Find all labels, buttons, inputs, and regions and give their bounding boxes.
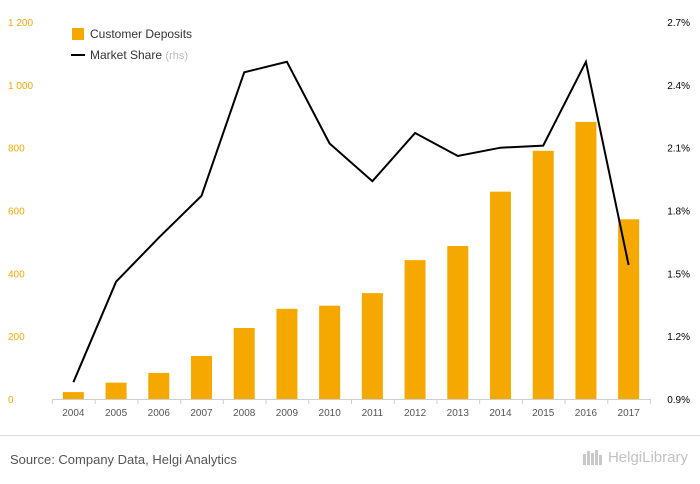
deposit-bar [63, 392, 84, 399]
legend-label-market-share-name: Market Share [90, 48, 165, 62]
left-axis-tick-label: 1 000 [8, 81, 33, 92]
deposit-bar [490, 192, 511, 399]
deposit-bar [234, 328, 255, 399]
deposit-bar [618, 219, 639, 399]
deposit-bar [575, 122, 596, 399]
footer: Source: Company Data, Helgi Analytics He… [0, 435, 700, 484]
chart: 0 200 400 600 800 1 000 1 200 0.9% 1.2% 1.5% 1.8% 2… [0, 0, 700, 435]
deposit-bar [106, 383, 127, 399]
deposit-bar [362, 293, 383, 399]
x-axis-tick-label: 2004 [62, 408, 85, 419]
legend-label-deposits: Customer Deposits [90, 27, 192, 41]
x-axis-tick-label: 2015 [532, 408, 555, 419]
left-axis-tick-label: 400 [8, 269, 25, 280]
x-axis-tick-label: 2005 [105, 408, 128, 419]
x-axis-tick-label: 2014 [489, 408, 512, 419]
x-axis-tick-label: 2016 [575, 408, 598, 419]
x-axis-tick-label: 2006 [148, 408, 171, 419]
left-axis-tick-label: 0 [8, 395, 14, 406]
legend: Customer Deposits Market Share (rhs) [71, 27, 192, 62]
x-axis-tick-label: 2008 [233, 408, 256, 419]
x-axis-tick-label: 2017 [618, 408, 641, 419]
right-axis-tick-label: 2.7% [667, 18, 690, 29]
x-axis-tick-label: 2011 [362, 408, 384, 419]
x-axis-tick-label: 2009 [276, 408, 299, 419]
deposit-bar [319, 306, 340, 399]
right-axis-tick-label: 1.8% [667, 207, 690, 218]
right-axis-tick-label: 2.4% [667, 81, 690, 92]
legend-label-market-share: Market Share (rhs) [90, 48, 188, 62]
library-icon [582, 448, 604, 466]
source-note: Source: Company Data, Helgi Analytics [10, 452, 237, 467]
legend-label-market-share-suffix: (rhs) [165, 50, 188, 62]
legend-swatch-deposits [72, 28, 84, 40]
right-axis-tick-label: 1.2% [667, 332, 690, 343]
deposit-bar [447, 246, 468, 399]
left-axis-tick-label: 600 [8, 207, 25, 218]
deposit-bar [191, 356, 212, 399]
x-axis-tick-label: 2013 [447, 408, 470, 419]
deposit-bar [405, 260, 426, 399]
right-axis-tick-label: 0.9% [667, 395, 690, 406]
brand-name: HelgiLibrary [608, 449, 688, 466]
deposit-bar [533, 151, 554, 399]
deposit-bar [276, 309, 297, 399]
left-axis-tick-label: 800 [8, 144, 25, 155]
brand-logo[interactable]: HelgiLibrary [582, 448, 688, 466]
right-axis-tick-label: 1.5% [667, 269, 690, 280]
x-axis-tick-label: 2012 [404, 408, 427, 419]
x-axis-tick-label: 2007 [190, 408, 213, 419]
x-axis-tick-label: 2010 [319, 408, 342, 419]
left-axis-tick-label: 1 200 [8, 18, 33, 29]
right-axis-tick-label: 2.1% [667, 144, 690, 155]
deposit-bar [148, 373, 169, 399]
left-axis-tick-label: 200 [8, 332, 25, 343]
